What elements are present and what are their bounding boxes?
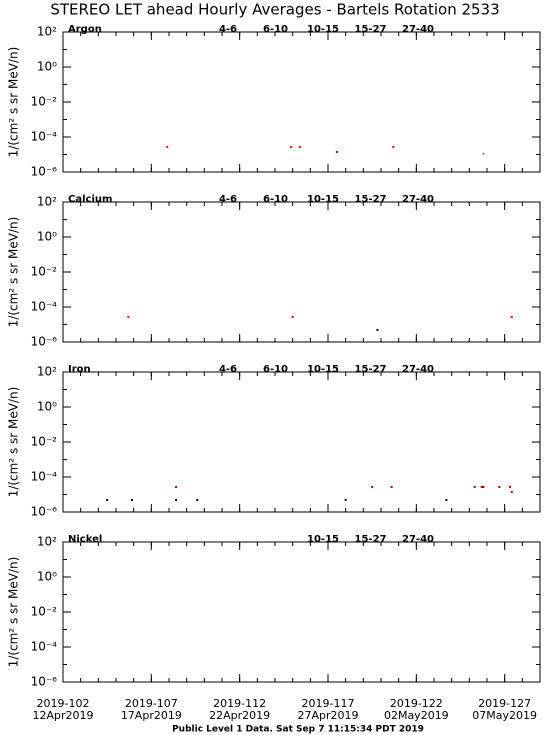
- x-tick-date: 17Apr2019: [121, 709, 182, 722]
- x-tick-label: 2019-127: [478, 697, 531, 710]
- y-tick-label: 10⁻⁴: [31, 130, 58, 144]
- y-axis-label: 1/(cm² s sr MeV/n): [7, 387, 21, 498]
- data-point: [498, 485, 501, 488]
- data-point: [445, 498, 448, 501]
- legend-entry: 10-15: [307, 364, 339, 375]
- data-point: [166, 145, 169, 148]
- x-tick-label: 2019-112: [213, 697, 266, 710]
- data-point: [508, 485, 511, 488]
- x-tick-date: 07May2019: [472, 709, 537, 722]
- panel-frame: [62, 201, 541, 343]
- legend-entry: 10-15: [307, 24, 339, 35]
- y-tick-label: 10⁻⁴: [31, 300, 58, 314]
- data-point: [376, 328, 379, 331]
- data-point: [371, 485, 374, 488]
- x-tick-date: 02May2019: [384, 709, 449, 722]
- data-point: [482, 152, 485, 155]
- data-point: [335, 150, 338, 153]
- panel-label: Calcium: [68, 194, 112, 205]
- legend-entry: 6-10: [263, 194, 288, 205]
- y-tick-label: 10⁻²: [31, 605, 58, 619]
- panel-label: Argon: [68, 24, 102, 35]
- legend-entry: 15-27: [355, 534, 387, 545]
- legend-entry: 27-40: [402, 24, 434, 35]
- data-point: [130, 498, 133, 501]
- data-point: [344, 498, 347, 501]
- y-tick-label: 10⁰: [37, 60, 57, 74]
- data-point: [106, 498, 109, 501]
- legend-entry: 6-10: [263, 24, 288, 35]
- x-tick-label: 2019-102: [37, 697, 90, 710]
- y-tick-label: 10⁻²: [31, 95, 58, 109]
- x-tick-date: 22Apr2019: [209, 709, 270, 722]
- panel-frame: [62, 371, 541, 513]
- x-tick-label: 2019-122: [390, 697, 443, 710]
- x-tick-label: 2019-117: [302, 697, 355, 710]
- legend-entry: 10-15: [307, 534, 339, 545]
- y-tick-label: 10²: [37, 535, 57, 549]
- panel-label: Nickel: [68, 534, 102, 545]
- panel-frame: [62, 31, 541, 173]
- legend-entry: 4-6: [219, 364, 237, 375]
- legend-entry: 4-6: [219, 24, 237, 35]
- data-point: [390, 485, 393, 488]
- y-tick-label: 10⁻²: [31, 435, 58, 449]
- y-tick-label: 10⁻⁶: [31, 675, 58, 689]
- y-tick-label: 10⁻⁶: [31, 335, 58, 349]
- x-tick-date: 27Apr2019: [297, 709, 358, 722]
- y-tick-label: 10⁻⁴: [31, 640, 58, 654]
- footer: Public Level 1 Data. Sat Sep 7 11:15:34 …: [172, 725, 424, 735]
- data-point: [289, 145, 292, 148]
- data-point: [298, 145, 301, 148]
- y-axis-label: 1/(cm² s sr MeV/n): [7, 47, 21, 158]
- x-tick-label: 2019-107: [125, 697, 178, 710]
- data-point: [175, 485, 178, 488]
- data-point: [473, 485, 476, 488]
- data-point: [196, 498, 199, 501]
- y-tick-label: 10⁰: [37, 400, 57, 414]
- x-tick-date: 12Apr2019: [32, 709, 93, 722]
- data-point: [510, 315, 513, 318]
- y-axis-label: 1/(cm² s sr MeV/n): [7, 557, 21, 668]
- legend-entry: 27-40: [402, 194, 434, 205]
- data-point: [482, 485, 485, 488]
- legend-entry: 27-40: [402, 534, 434, 545]
- y-axis-label: 1/(cm² s sr MeV/n): [7, 217, 21, 328]
- data-point: [175, 498, 178, 501]
- y-tick-label: 10²: [37, 365, 57, 379]
- legend-entry: 10-15: [307, 194, 339, 205]
- legend-entry: 15-27: [355, 364, 387, 375]
- y-tick-label: 10⁻⁶: [31, 165, 58, 179]
- y-tick-label: 10⁻⁴: [31, 470, 58, 484]
- y-tick-label: 10²: [37, 195, 57, 209]
- y-tick-label: 10⁰: [37, 230, 57, 244]
- data-point: [510, 490, 513, 493]
- legend-entry: 15-27: [355, 194, 387, 205]
- y-tick-label: 10²: [37, 25, 57, 39]
- legend-entry: 15-27: [355, 24, 387, 35]
- data-point: [291, 315, 294, 318]
- title: STEREO LET ahead Hourly Averages - Barte…: [50, 1, 499, 19]
- data-point: [480, 485, 483, 488]
- panel-frame: [62, 541, 541, 683]
- legend-entry: 27-40: [402, 364, 434, 375]
- y-tick-label: 10⁻⁶: [31, 505, 58, 519]
- y-tick-label: 10⁰: [37, 570, 57, 584]
- data-point: [127, 315, 130, 318]
- panel-label: Iron: [68, 364, 91, 375]
- y-tick-label: 10⁻²: [31, 265, 58, 279]
- data-point: [392, 145, 395, 148]
- legend-entry: 6-10: [263, 364, 288, 375]
- legend-entry: 4-6: [219, 194, 237, 205]
